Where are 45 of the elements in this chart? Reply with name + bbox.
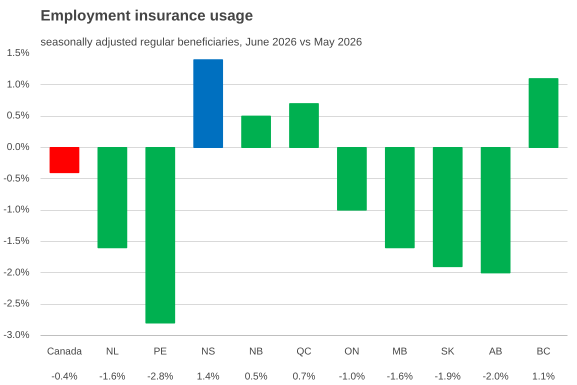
data-label: 0.5% [244, 372, 268, 382]
bar [241, 116, 271, 148]
x-tick-label: NL [106, 346, 120, 358]
bar [337, 147, 367, 211]
y-tick-label: 1.0% [6, 79, 30, 90]
data-label: 1.1% [532, 372, 556, 382]
chart-subtitle: seasonally adjusted regular beneficiaries, June 2026 vs May 2026 [40, 36, 362, 48]
y-tick-label: 0.0% [6, 142, 30, 153]
y-tick-label: 1.5% [6, 48, 30, 59]
data-label: -1.0% [338, 372, 366, 382]
bar [480, 147, 511, 274]
x-tick-label: NS [201, 346, 216, 358]
x-tick-label: Canada [46, 346, 82, 358]
x-tick-label: PE [154, 346, 168, 358]
data-label: -0.4% [51, 372, 78, 382]
data-label: 1.4% [196, 372, 220, 382]
bar [145, 147, 176, 324]
data-label: 0.7% [292, 372, 316, 382]
y-tick-label: -1.5% [3, 236, 30, 247]
y-tick-label: -2.0% [3, 267, 30, 278]
data-label: -2.8% [147, 372, 174, 382]
bar [432, 147, 463, 268]
data-label: -1.9% [434, 372, 461, 382]
bar [50, 147, 80, 174]
bar [289, 103, 319, 148]
y-tick-label: -0.5% [3, 173, 30, 184]
chart-title: Employment insurance usage [40, 8, 254, 24]
x-tick-label: ON [344, 346, 360, 358]
bar [193, 59, 224, 148]
x-tick-label: QC [296, 346, 312, 358]
data-label: -1.6% [99, 372, 126, 382]
data-label: -2.0% [482, 372, 509, 382]
x-tick-label: AB [488, 346, 503, 358]
x-tick-label: SK [441, 346, 455, 358]
bar [528, 78, 558, 148]
y-tick-label: 0.5% [6, 110, 30, 122]
x-tick-label: MB [392, 346, 408, 358]
y-tick-label: -3.0% [3, 330, 30, 341]
data-label: -1.6% [386, 372, 413, 382]
x-tick-label: BC [536, 346, 551, 358]
y-tick-label: -2.5% [3, 298, 30, 310]
bar [384, 147, 415, 248]
bar [97, 147, 128, 248]
y-tick-label: -1.0% [3, 204, 30, 216]
x-tick-label: NB [249, 346, 264, 358]
